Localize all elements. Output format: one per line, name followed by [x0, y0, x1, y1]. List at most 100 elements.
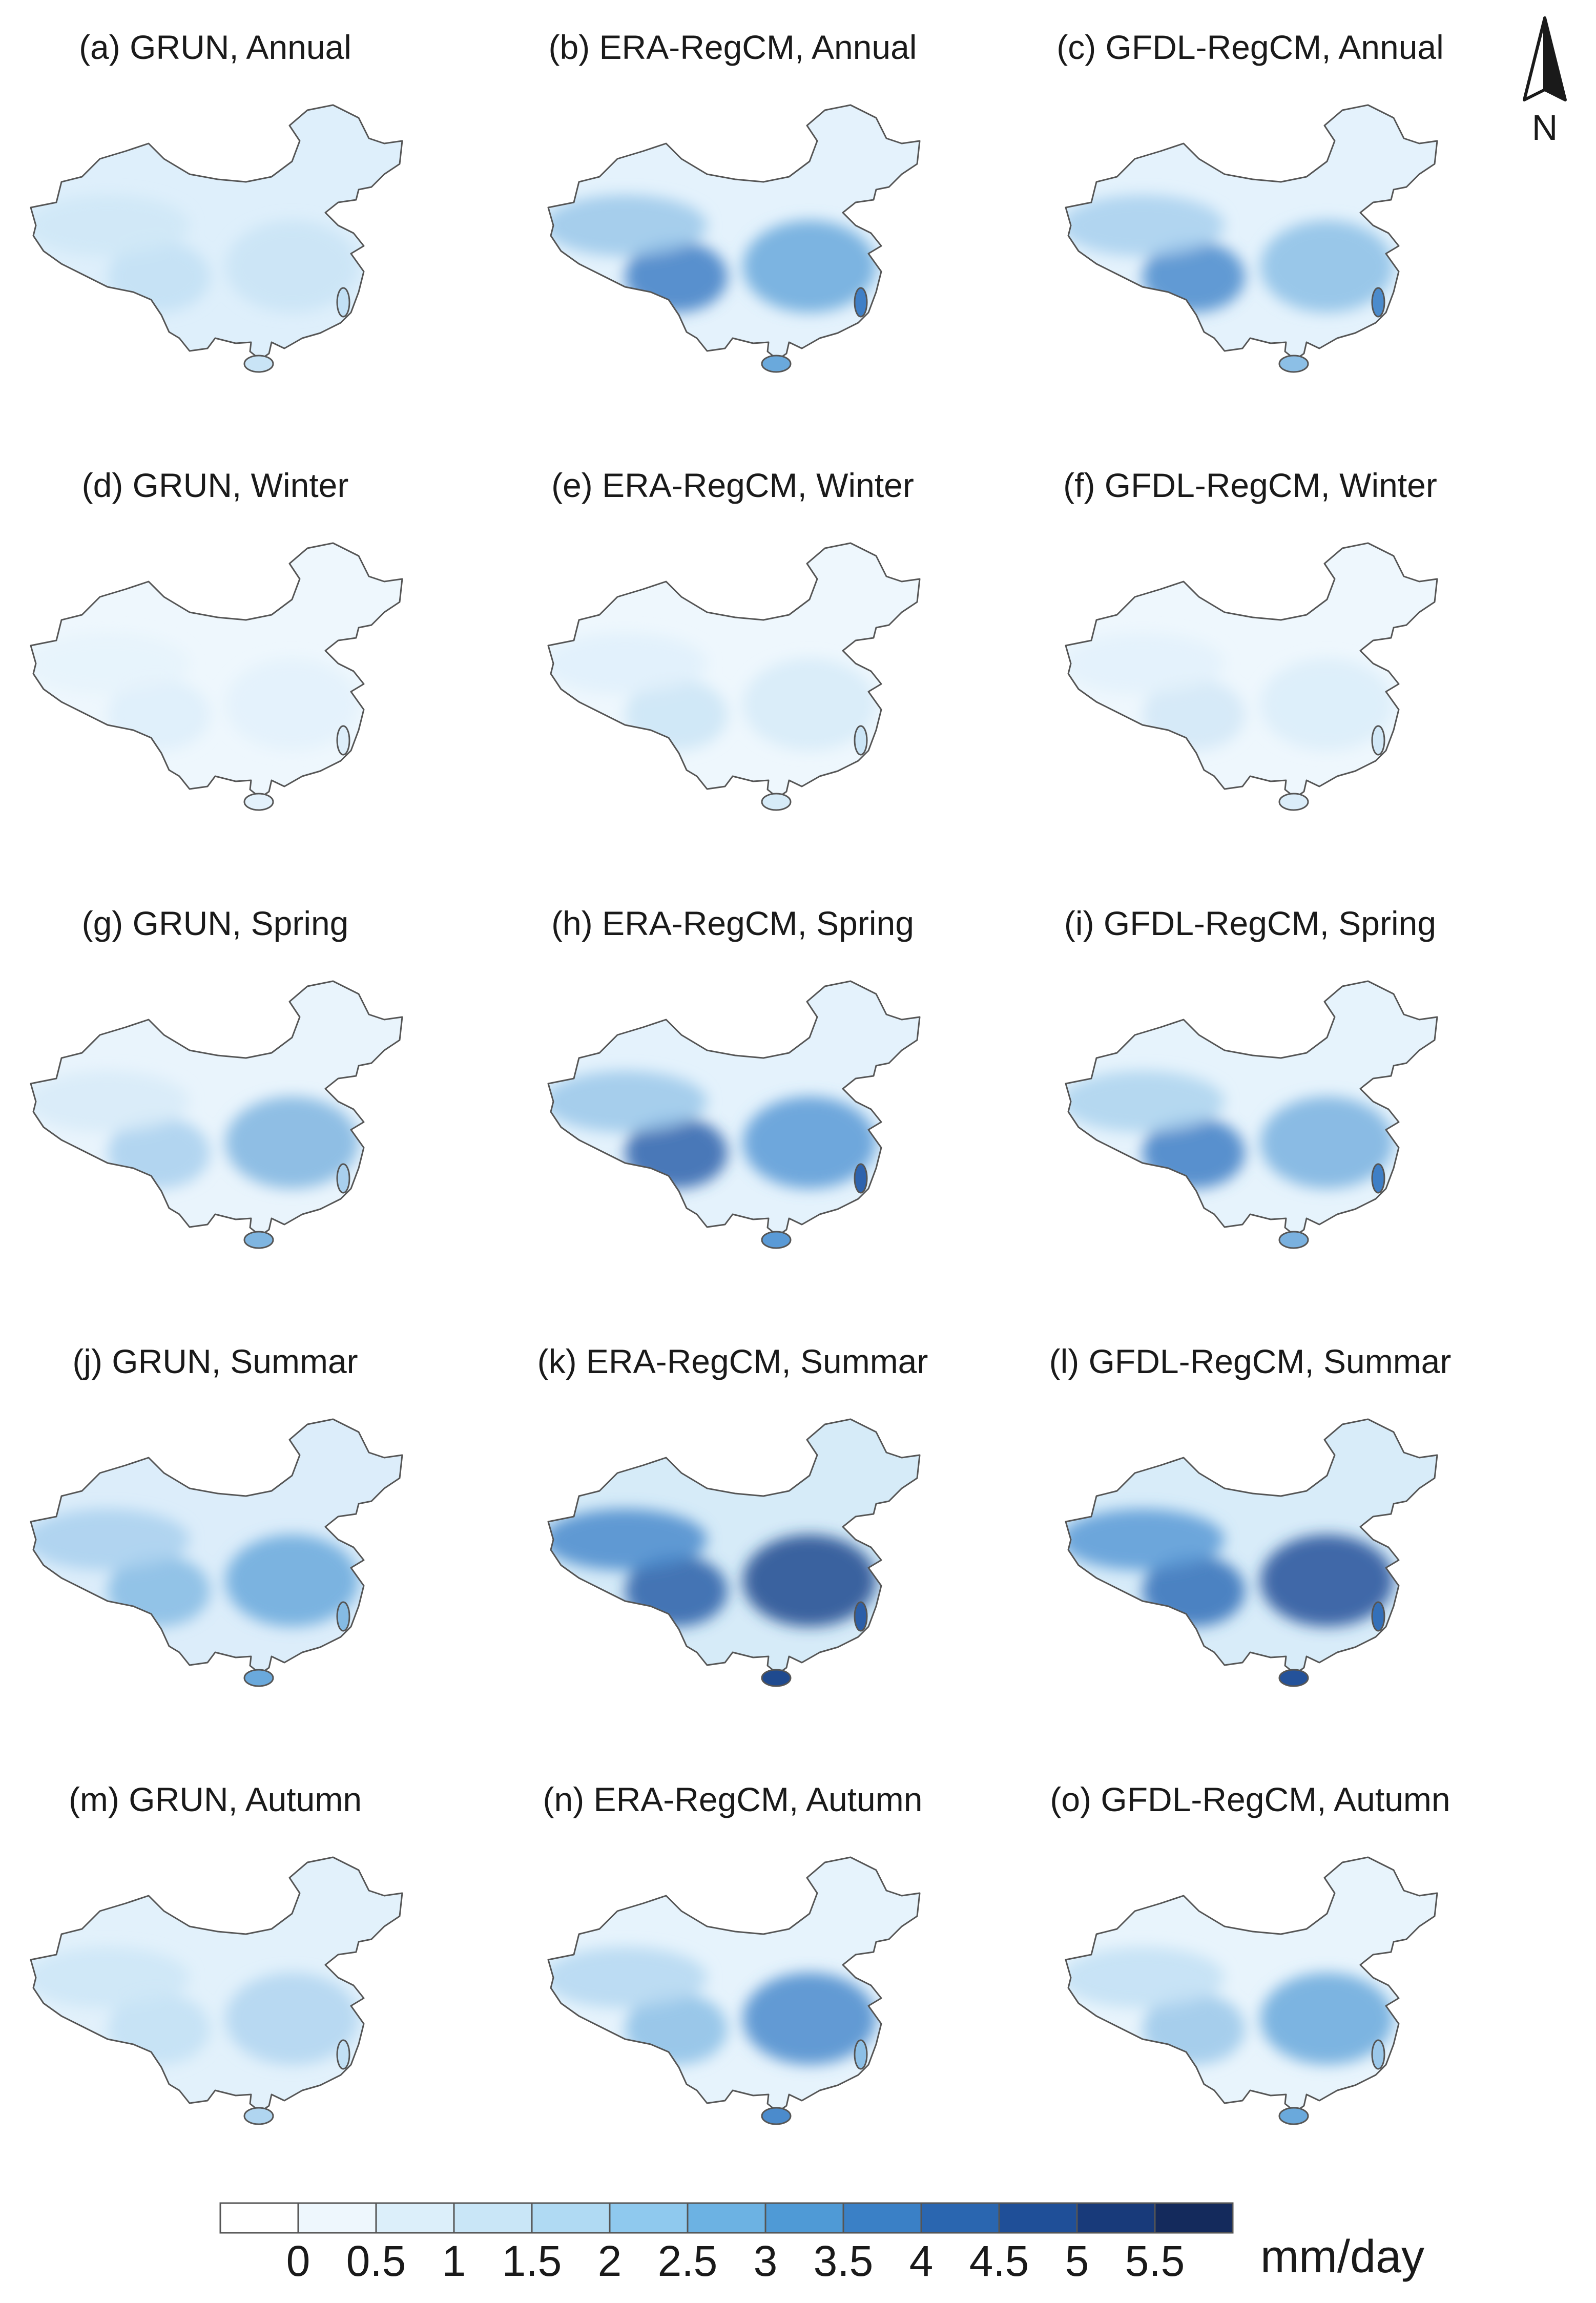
precip-patch	[1066, 1509, 1225, 1570]
map-panel: (k) ERA-RegCM, Summar	[537, 1342, 928, 1687]
hainan-outline	[243, 355, 274, 373]
precip-pattern	[31, 1947, 359, 2065]
panel-title: (l) GFDL-RegCM, Summar	[1049, 1342, 1452, 1380]
north-arrow-icon: N	[1523, 16, 1567, 148]
taiwan-outline	[1371, 1163, 1385, 1194]
colorbar-tick-label: 4.5	[969, 2237, 1029, 2285]
map-panel: (d) GRUN, Winter	[30, 466, 403, 811]
precip-patch	[743, 1096, 876, 1189]
map-panel: (g) GRUN, Spring	[30, 904, 403, 1249]
hainan-outline	[243, 793, 274, 811]
map-panel: (i) GFDL-RegCM, Spring	[1064, 904, 1438, 1249]
china-map	[547, 1856, 921, 2125]
colorbar-swatch	[609, 2202, 689, 2234]
colorbar-swatch	[531, 2202, 611, 2234]
colorbar-swatch	[453, 2202, 533, 2234]
hainan-outline	[243, 2107, 274, 2125]
panel-title: (f) GFDL-RegCM, Winter	[1063, 466, 1437, 504]
taiwan-outline	[1371, 2039, 1385, 2070]
precip-patch	[225, 1973, 359, 2065]
precip-patch	[548, 1509, 707, 1570]
hainan-outline	[761, 2107, 792, 2125]
taiwan-outline	[854, 2039, 868, 2070]
precip-pattern	[548, 1947, 876, 2065]
panel-title: (o) GFDL-RegCM, Autumn	[1050, 1780, 1450, 1818]
north-label: N	[1532, 108, 1558, 148]
taiwan-outline	[336, 1601, 350, 1632]
map-panel: (n) ERA-RegCM, Autumn	[543, 1780, 922, 2125]
hainan-outline	[1278, 1669, 1309, 1687]
china-map	[1065, 1418, 1438, 1687]
precip-patch	[548, 195, 707, 256]
colorbar: 0 0.5 1 1.5 2 2.5 3 3.5 4 4.5 5 5.5 mm/day	[219, 2202, 1424, 2285]
map-panel: (o) GFDL-RegCM, Autumn	[1050, 1780, 1450, 2125]
colorbar-swatch	[920, 2202, 1000, 2234]
colorbar-tick-labels: 0 0.5 1 1.5 2 2.5 3 3.5 4 4.5 5 5.5	[286, 2237, 1185, 2285]
china-map	[547, 104, 921, 373]
china-map	[547, 542, 921, 811]
panel-title: (h) ERA-RegCM, Spring	[551, 904, 914, 942]
precip-patch	[1260, 1973, 1394, 2065]
hainan-outline	[243, 1669, 274, 1687]
precip-pattern	[548, 195, 876, 313]
colorbar-swatch	[842, 2202, 922, 2234]
panel-title: (d) GRUN, Winter	[82, 466, 349, 504]
precip-patch	[743, 220, 876, 313]
precip-pattern	[1066, 1947, 1394, 2065]
colorbar-swatch	[297, 2202, 377, 2234]
precip-patch	[1260, 1534, 1394, 1627]
taiwan-outline	[336, 1163, 350, 1194]
map-panels: (a) GRUN, Annual (b) ERA-RegCM, Annual (c)…	[30, 28, 1452, 2125]
map-panel: (h) ERA-RegCM, Spring	[547, 904, 921, 1249]
colorbar-tick-label: 1	[442, 2237, 466, 2285]
colorbar-tick-label: 5	[1065, 2237, 1089, 2285]
map-panel: (m) GRUN, Autumn	[30, 1780, 403, 2125]
precip-patch	[225, 658, 359, 751]
colorbar-swatch	[764, 2202, 844, 2234]
precip-pattern	[31, 633, 359, 751]
map-panel: (j) GRUN, Summar	[30, 1342, 403, 1687]
precip-patch	[31, 1509, 190, 1570]
precip-patch	[31, 1947, 190, 2008]
map-panel: (a) GRUN, Annual	[30, 28, 403, 373]
precip-pattern	[1066, 1509, 1394, 1627]
precip-patch	[225, 1534, 359, 1627]
panel-title: (b) ERA-RegCM, Annual	[549, 28, 917, 66]
colorbar-tick-label: 0	[286, 2237, 310, 2285]
hainan-outline	[243, 1231, 274, 1249]
colorbar-tick-label: 5.5	[1125, 2237, 1185, 2285]
hainan-outline	[1278, 1231, 1309, 1249]
precip-pattern	[31, 1071, 359, 1189]
china-map	[1065, 104, 1438, 373]
precip-patch	[743, 1534, 876, 1627]
china-map	[30, 1418, 403, 1687]
precip-patch	[1066, 1947, 1225, 2008]
hainan-outline	[761, 1669, 792, 1687]
panel-title: (g) GRUN, Spring	[82, 904, 349, 942]
colorbar-swatch	[219, 2202, 299, 2234]
map-panel: (c) GFDL-RegCM, Annual	[1056, 28, 1444, 373]
hainan-outline	[761, 355, 792, 373]
hainan-outline	[761, 1231, 792, 1249]
taiwan-outline	[854, 287, 868, 318]
panel-title: (m) GRUN, Autumn	[69, 1780, 362, 1818]
china-map	[30, 542, 403, 811]
taiwan-outline	[854, 1163, 868, 1194]
precip-pattern	[1066, 633, 1394, 751]
precip-patch	[743, 658, 876, 751]
colorbar-unit-label: mm/day	[1260, 2231, 1424, 2283]
precip-patch	[31, 633, 190, 694]
china-map	[30, 980, 403, 1249]
hainan-outline	[761, 793, 792, 811]
china-map	[1065, 1856, 1438, 2125]
china-map	[547, 980, 921, 1249]
panel-title: (e) ERA-RegCM, Winter	[551, 466, 914, 504]
colorbar-swatch	[998, 2202, 1078, 2234]
panel-title: (j) GRUN, Summar	[72, 1342, 358, 1380]
taiwan-outline	[854, 725, 868, 756]
panel-title: (c) GFDL-RegCM, Annual	[1056, 28, 1444, 66]
precip-pattern	[31, 195, 359, 313]
colorbar-swatch	[1154, 2202, 1234, 2234]
panel-title: (k) ERA-RegCM, Summar	[537, 1342, 928, 1380]
precip-patch	[1066, 633, 1225, 694]
